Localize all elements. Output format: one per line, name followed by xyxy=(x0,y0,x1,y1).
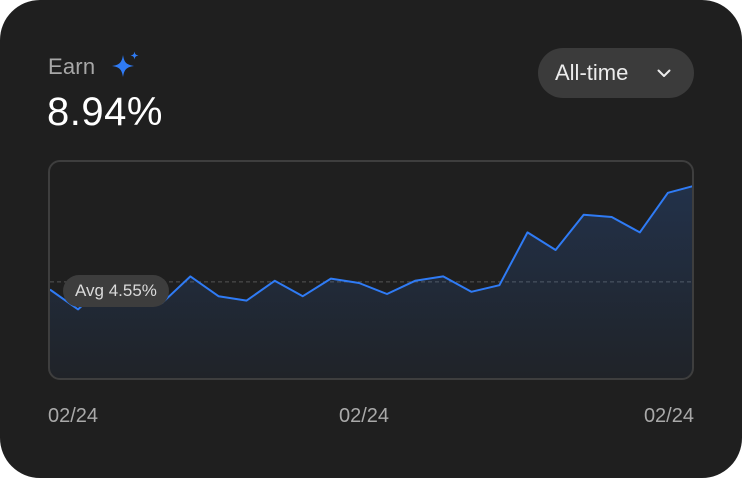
earn-label: Earn xyxy=(48,54,96,79)
chart-frame xyxy=(48,160,694,380)
earn-chart xyxy=(50,185,692,378)
earn-rate-value: 8.94% xyxy=(47,90,163,134)
x-tick-label: 02/24 xyxy=(48,405,99,427)
chevron-down-icon xyxy=(657,69,671,77)
average-badge: Avg 4.55% xyxy=(63,275,169,307)
time-range-label: All-time xyxy=(555,60,629,85)
time-range-dropdown[interactable]: All-time xyxy=(538,48,694,98)
sparkle-icon xyxy=(112,51,139,77)
x-tick-label: 02/24 xyxy=(339,405,390,427)
area-fill xyxy=(50,186,692,378)
x-tick-label: 02/24 xyxy=(643,405,694,427)
